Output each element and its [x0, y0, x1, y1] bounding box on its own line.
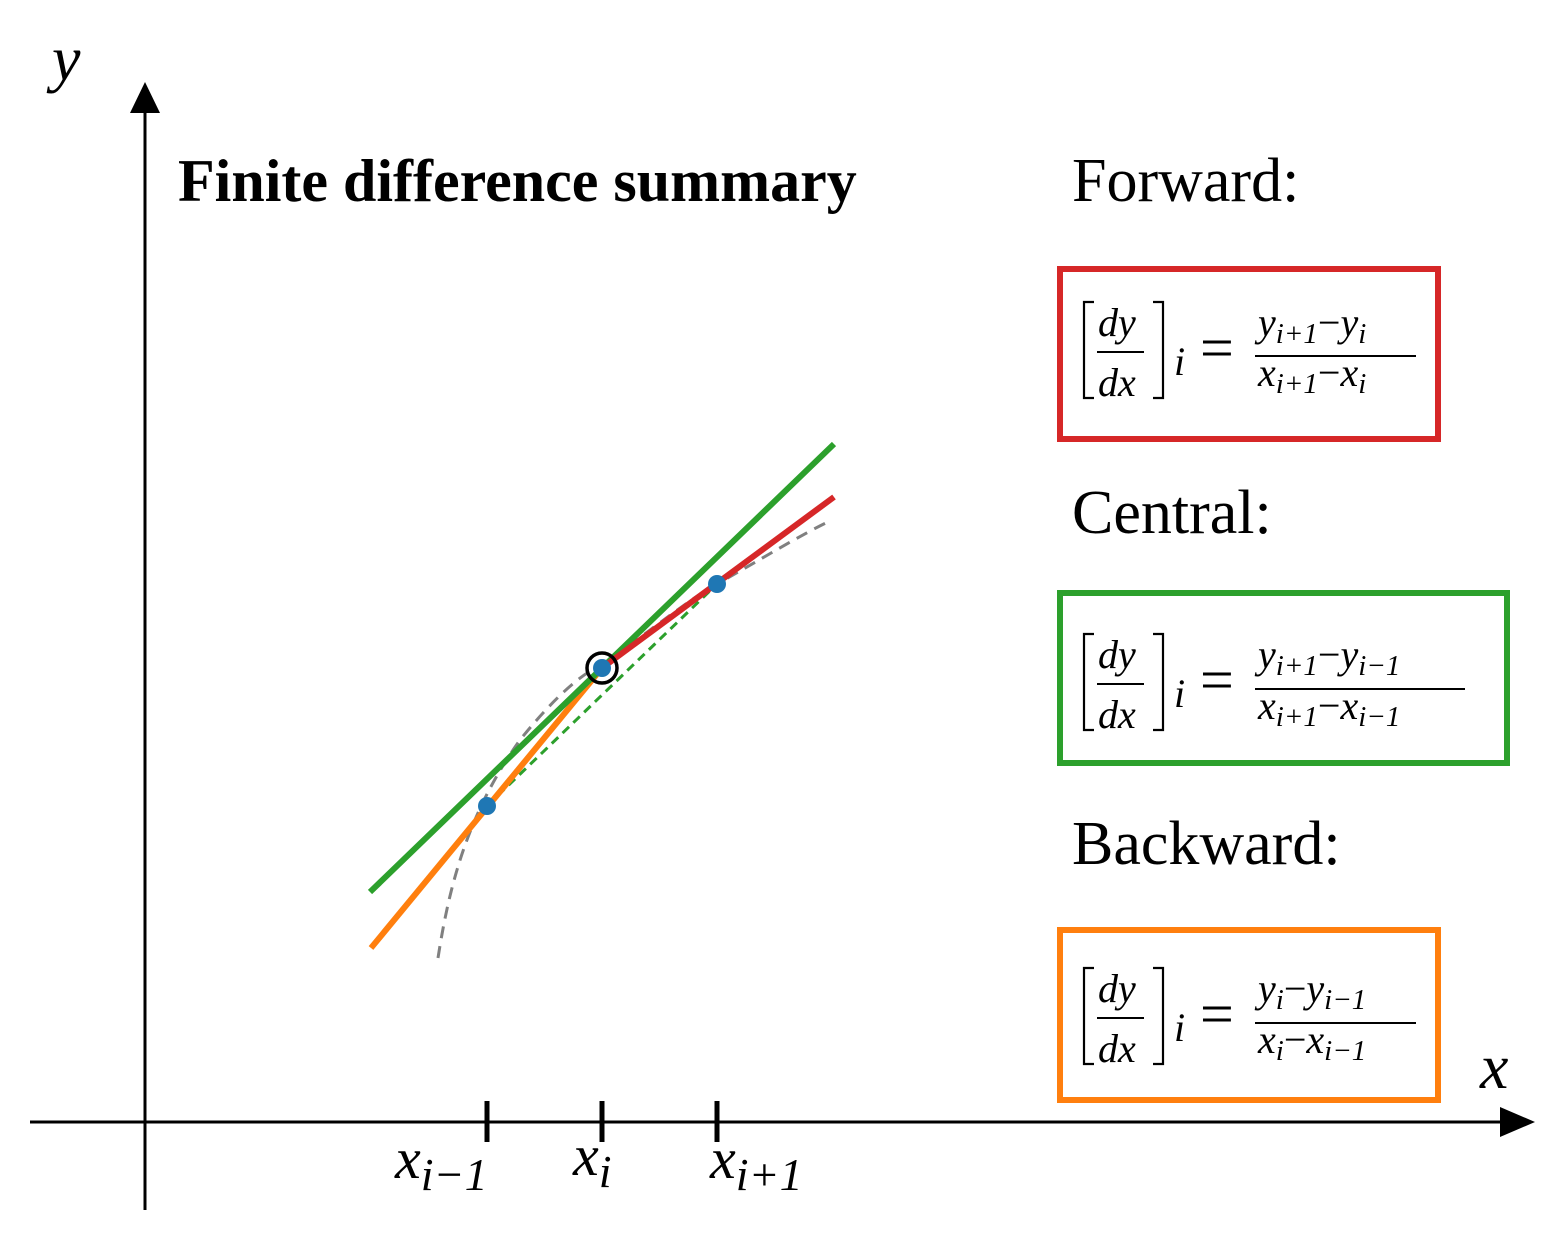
term-sub: i — [1358, 368, 1366, 400]
lhs-numerator: dy — [1098, 632, 1136, 677]
rhs-numerator: yi+1−yi — [1254, 300, 1366, 350]
left-bracket — [1082, 966, 1094, 1066]
equals-sign: = — [1200, 981, 1234, 1047]
tick-label-base: x — [709, 1126, 736, 1191]
term-sub: i+1 — [1276, 318, 1318, 350]
y-axis-label: y — [46, 23, 81, 94]
left-bracket — [1082, 300, 1094, 400]
point-x-i-plus-1 — [708, 575, 726, 593]
x-ticks: xi−1 xi xi+1 — [394, 1101, 803, 1200]
plot-content — [367, 441, 837, 959]
axes: x y — [30, 23, 1535, 1210]
term-sub: i — [1358, 318, 1366, 350]
tick-label-base: x — [572, 1123, 599, 1188]
forward-box-border — [1057, 266, 1441, 442]
rhs-denominator: xi+1−xi−1 — [1257, 683, 1400, 733]
term: x — [1257, 683, 1276, 728]
term-sub: i+1 — [1276, 701, 1318, 733]
right-bracket — [1153, 966, 1165, 1066]
term: y — [1336, 632, 1358, 677]
lhs-denominator: dx — [1098, 360, 1136, 405]
backward-formula-box: dy dx i = yi−yi−1 xi−xi−1 — [1057, 927, 1441, 1103]
tick-label-x-i: xi — [572, 1123, 612, 1197]
y-axis-arrowhead — [130, 82, 160, 113]
forward-formula-box: dy dx i = yi+1−yi xi+1−xi — [1057, 266, 1441, 442]
lhs-subscript: i — [1174, 339, 1185, 384]
lhs-subscript: i — [1174, 671, 1185, 716]
term-sub: i−1 — [1324, 1035, 1366, 1067]
lhs-numerator: dy — [1098, 966, 1136, 1011]
term-sub: i−1 — [1324, 984, 1366, 1016]
term: x — [1257, 1017, 1276, 1062]
lhs-denominator: dx — [1098, 692, 1136, 737]
term-sub: i+1 — [1276, 650, 1318, 682]
left-bracket — [1082, 632, 1094, 732]
term: y — [1302, 966, 1324, 1011]
point-x-i-minus-1 — [478, 797, 496, 815]
lhs-subscript: i — [1174, 1005, 1185, 1050]
right-bracket — [1153, 300, 1165, 400]
equals-sign: = — [1200, 647, 1234, 713]
term-sub: i−1 — [1358, 701, 1400, 733]
term: y — [1254, 966, 1276, 1011]
term-sub: i — [1276, 984, 1284, 1016]
rhs-numerator: yi+1−yi−1 — [1254, 632, 1400, 682]
central-label: Central: — [1072, 479, 1272, 547]
x-axis-label: x — [1479, 1031, 1508, 1102]
forward-formula: dy dx i = yi+1−yi xi+1−xi — [1082, 300, 1416, 405]
central-formula-box: dy dx i = yi+1−yi−1 xi+1−xi−1 — [1057, 590, 1510, 766]
term-sub: i — [1276, 1035, 1284, 1067]
backward-label: Backward: — [1072, 810, 1341, 878]
backward-box-border — [1057, 927, 1441, 1103]
term: y — [1336, 300, 1358, 345]
rhs-numerator: yi−yi−1 — [1254, 966, 1366, 1016]
function-curve — [436, 518, 833, 959]
operator: − — [1318, 683, 1341, 728]
rhs-denominator: xi−xi−1 — [1257, 1017, 1366, 1067]
term-sub: i−1 — [1358, 650, 1400, 682]
term: x — [1257, 350, 1276, 395]
central-formula: dy dx i = yi+1−yi−1 xi+1−xi−1 — [1082, 632, 1465, 737]
diagram-title: Finite difference summary — [178, 148, 857, 214]
tick-label-sub: i+1 — [736, 1149, 803, 1200]
equals-sign: = — [1200, 315, 1234, 381]
secant-line-dashed — [485, 582, 719, 808]
right-bracket — [1153, 632, 1165, 732]
central-box-border — [1057, 590, 1510, 766]
operator: − — [1284, 1017, 1307, 1062]
operator: − — [1318, 300, 1341, 345]
highlight-ring-x-i — [585, 651, 619, 685]
term: y — [1254, 632, 1276, 677]
term: y — [1254, 300, 1276, 345]
tick-label-sub: i−1 — [421, 1149, 488, 1200]
operator: − — [1284, 966, 1307, 1011]
operator: − — [1318, 632, 1341, 677]
forward-label: Forward: — [1072, 147, 1299, 215]
term: x — [1339, 683, 1358, 728]
lhs-denominator: dx — [1098, 1026, 1136, 1071]
term-sub: i+1 — [1276, 368, 1318, 400]
tick-label-x-i-minus-1: xi−1 — [394, 1126, 488, 1200]
point-x-i — [593, 659, 611, 677]
term: x — [1305, 1017, 1324, 1062]
lhs-numerator: dy — [1098, 300, 1136, 345]
backward-formula: dy dx i = yi−yi−1 xi−xi−1 — [1082, 966, 1416, 1071]
tick-label-sub: i — [599, 1146, 612, 1197]
term: x — [1339, 350, 1358, 395]
rhs-denominator: xi+1−xi — [1257, 350, 1366, 400]
x-axis-arrowhead — [1500, 1107, 1535, 1137]
tick-label-x-i-plus-1: xi+1 — [709, 1126, 803, 1200]
operator: − — [1318, 350, 1341, 395]
tick-label-base: x — [394, 1126, 421, 1191]
